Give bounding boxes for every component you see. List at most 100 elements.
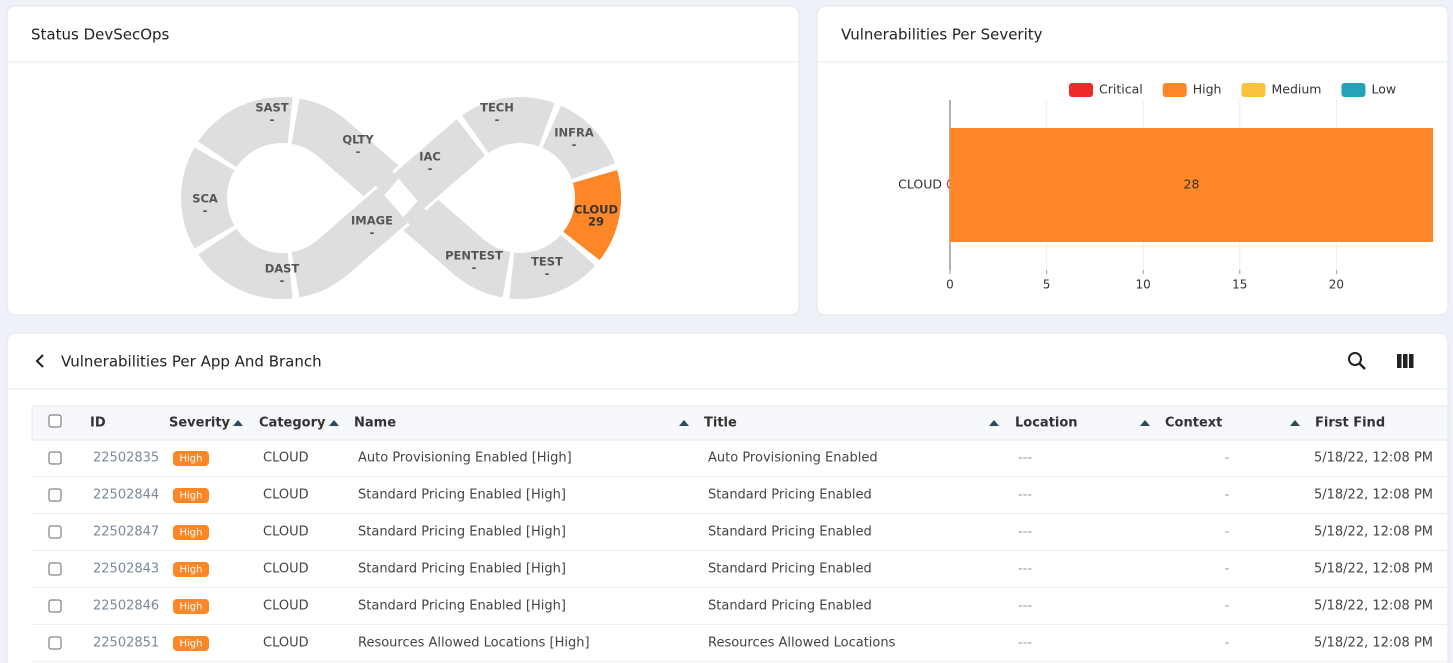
cell: CLOUD xyxy=(263,525,309,540)
id-link[interactable]: 22502844 xyxy=(93,488,159,503)
stage-value: - xyxy=(472,261,477,275)
severity-badge xyxy=(173,451,209,466)
cell: - xyxy=(1225,451,1230,466)
legend-label[interactable]: High xyxy=(1193,82,1222,97)
row-checkbox[interactable] xyxy=(48,451,62,465)
legend-swatch[interactable] xyxy=(1341,83,1366,97)
x-tick-label: 15 xyxy=(1232,278,1247,292)
stage-segment[interactable] xyxy=(290,98,406,206)
stage-label: TEST xyxy=(531,255,563,269)
id-link[interactable]: 22502851 xyxy=(93,636,159,651)
cell: Standard Pricing Enabled xyxy=(708,488,872,503)
cell: - xyxy=(1225,488,1230,503)
legend-label[interactable]: Low xyxy=(1371,82,1396,97)
column-header[interactable]: ID xyxy=(90,416,106,431)
stage-segment[interactable] xyxy=(462,97,555,154)
cell: --- xyxy=(1018,451,1032,466)
panel-title: Status DevSecOps xyxy=(31,26,170,44)
stage-segment[interactable] xyxy=(541,105,615,181)
stage-segment[interactable] xyxy=(394,119,486,209)
cell: - xyxy=(1225,562,1230,577)
cell: --- xyxy=(1018,599,1032,614)
stage-label: QLTY xyxy=(342,133,374,147)
data-label: 28 xyxy=(1184,177,1200,192)
legend-swatch[interactable] xyxy=(1069,83,1093,97)
cell: Standard Pricing Enabled xyxy=(708,525,872,540)
column-header[interactable]: First Find xyxy=(1315,416,1385,431)
id-link[interactable]: 22502835 xyxy=(93,451,159,466)
stage-label: SAST xyxy=(255,101,288,115)
stage-label: DAST xyxy=(265,262,300,276)
id-link[interactable]: 22502846 xyxy=(93,599,159,614)
stage-value: 29 xyxy=(588,215,604,229)
cell: Standard Pricing Enabled [High] xyxy=(358,488,566,503)
stage-value: - xyxy=(280,274,285,288)
cell: Auto Provisioning Enabled xyxy=(708,451,878,466)
cell: Standard Pricing Enabled xyxy=(708,599,872,614)
cell: Standard Pricing Enabled xyxy=(708,562,872,577)
cell: --- xyxy=(1018,636,1032,651)
sort-arrow[interactable] xyxy=(679,420,689,426)
cell: - xyxy=(1225,599,1230,614)
column-header[interactable]: Category xyxy=(259,416,326,431)
row-checkbox[interactable] xyxy=(48,599,62,613)
row-checkbox[interactable] xyxy=(48,636,62,650)
search-icon[interactable] xyxy=(1348,352,1366,370)
sort-arrow[interactable] xyxy=(1290,420,1300,426)
y-tick-label: CLOUD xyxy=(898,177,942,192)
sort-arrow[interactable] xyxy=(233,420,243,426)
severity-text: High xyxy=(180,454,203,465)
select-all-checkbox[interactable] xyxy=(48,414,62,428)
row-checkbox[interactable] xyxy=(48,525,62,539)
cell: CLOUD xyxy=(263,488,309,503)
id-link[interactable]: 22502843 xyxy=(93,562,159,577)
column-header[interactable]: Severity xyxy=(169,416,231,431)
stage-segment[interactable] xyxy=(509,234,596,300)
table-header xyxy=(31,405,1449,441)
column-header[interactable]: Title xyxy=(704,416,737,431)
severity-text: High xyxy=(180,602,203,613)
stage-label: IAC xyxy=(419,150,441,164)
cell: Standard Pricing Enabled [High] xyxy=(358,525,566,540)
stage-segment[interactable] xyxy=(181,147,235,249)
devsecops-panel xyxy=(6,5,800,316)
stage-segment[interactable] xyxy=(290,187,408,298)
cell: --- xyxy=(1018,525,1032,540)
stage-segment[interactable] xyxy=(198,227,293,300)
legend-label[interactable]: Critical xyxy=(1099,82,1143,97)
row-checkbox[interactable] xyxy=(48,562,62,576)
stage-value: - xyxy=(495,113,500,127)
chart-title: Vulnerabilities Per Severity xyxy=(841,26,1043,44)
row-checkbox[interactable] xyxy=(48,488,62,502)
id-link[interactable]: 22502847 xyxy=(93,525,159,540)
cell: Standard Pricing Enabled [High] xyxy=(358,562,566,577)
severity-badge xyxy=(173,636,209,651)
severity-text: High xyxy=(180,565,203,576)
severity-text: High xyxy=(180,528,203,539)
legend-label[interactable]: Medium xyxy=(1271,82,1321,97)
stage-value: - xyxy=(370,226,375,240)
cell: --- xyxy=(1018,562,1032,577)
columns-icon[interactable] xyxy=(1397,354,1414,368)
stage-label: CLOUD xyxy=(574,203,618,217)
severity-badge xyxy=(173,599,209,614)
stage-segment[interactable] xyxy=(562,170,621,261)
sort-arrow[interactable] xyxy=(989,420,999,426)
stage-segment[interactable] xyxy=(198,96,293,169)
cell: Resources Allowed Locations [High] xyxy=(358,636,590,651)
stage-label: INFRA xyxy=(554,126,594,140)
severity-badge xyxy=(173,488,209,503)
sort-arrow[interactable] xyxy=(329,420,339,426)
column-header[interactable]: Context xyxy=(1165,416,1222,431)
column-header[interactable]: Location xyxy=(1015,416,1078,431)
sort-arrow[interactable] xyxy=(1140,420,1150,426)
cell: 5/18/22, 12:08 PM xyxy=(1314,636,1433,651)
back-button[interactable] xyxy=(35,354,44,368)
column-header[interactable]: Name xyxy=(354,416,396,431)
bar xyxy=(950,128,1433,242)
stage-segment[interactable] xyxy=(396,190,512,298)
legend-swatch[interactable] xyxy=(1241,83,1266,97)
legend-swatch[interactable] xyxy=(1162,83,1187,97)
